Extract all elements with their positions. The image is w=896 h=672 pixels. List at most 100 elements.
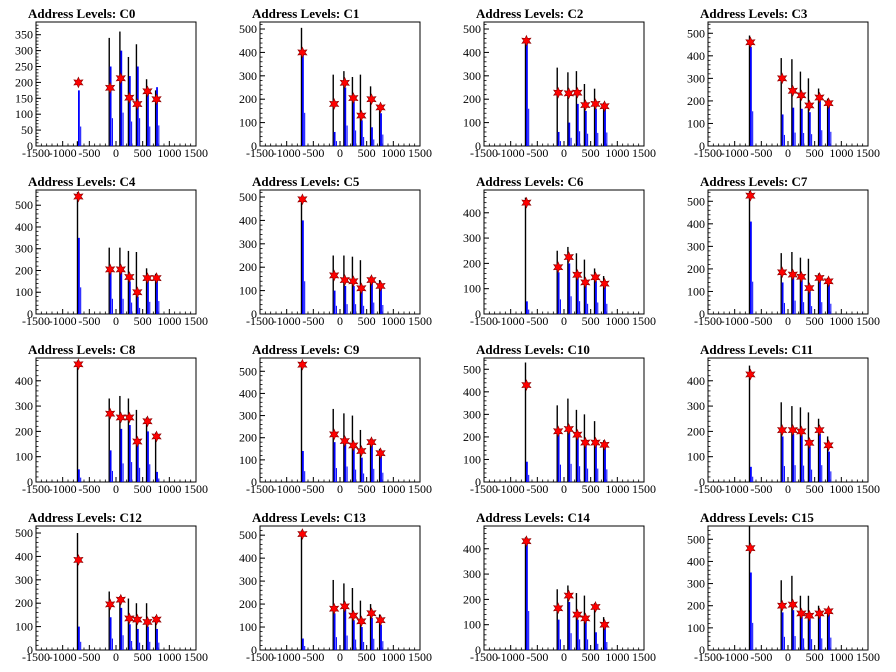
blue-bar [156,471,158,482]
y-tick-label: 200 [463,92,481,106]
x-tick-label: -1500 [694,146,722,160]
peak-marker [804,99,815,112]
x-tick-label: -500 [526,314,548,328]
blue-side-bar [597,468,599,482]
peak-marker [132,98,143,110]
x-tick-label: -500 [750,482,772,496]
x-tick-label: -500 [302,146,324,160]
x-tick-label: 0 [561,146,567,160]
y-tick-label: 100 [463,618,481,632]
blue-side-bar [80,641,82,650]
x-tick-label: 1500 [856,146,880,160]
peak-marker [124,91,135,104]
x-tick-label: 1500 [856,650,880,664]
x-tick-label: 0 [561,314,567,328]
x-tick-label: 1500 [856,482,880,496]
blue-bar [800,616,803,650]
chart-svg: 0 100 200 300 400 -1500-1000 -500 0 500 1000 1500 [15,357,208,496]
blue-bar [344,437,347,482]
peak-marker [297,46,308,59]
x-tick-label: 0 [113,146,119,160]
blue-bar [156,87,158,146]
x-tick-label: -1500 [470,650,498,664]
blue-side-bar [111,638,113,650]
peak-marker [104,81,116,94]
black-bar [748,191,751,314]
y-tick-label: 500 [687,26,705,40]
peak-marker [796,607,807,620]
blue-bar [557,272,560,314]
blue-side-bar [570,296,572,314]
y-tick-label: 0 [475,475,481,489]
chart-panel-c12: 0 100 200 300 400 500 -1500 -1000 -500 0 500 1000 15… [0,504,224,672]
blue-side-bar [597,643,599,650]
black-bar [593,421,596,482]
x-tick-label: -500 [78,314,100,328]
blue-bar [120,428,123,482]
blue-side-bar [131,640,133,650]
blue-side-bar [373,468,375,482]
black-bar [791,252,793,314]
chart-panel-c9: 0 100 200 300 400 500 -1500 -1000 -500 0 500 1000 15… [224,336,448,504]
peak-marker [572,268,583,281]
blue-bar [604,627,606,650]
chart-panel-c3: 0 100 200 300 400 500 -1500 -1000 -500 0 500 1000 15… [672,0,896,168]
y-tick-label: 350 [15,28,33,42]
peak-marker [104,407,116,420]
black-bar [817,418,820,482]
chart-panel-c1: 0 100 200 300 400 500 -1500 -1000 -500 0 500 1000 15… [224,0,448,168]
blue-bar [819,100,821,146]
x-tick-label: 1000 [605,146,629,160]
black-bar [145,79,148,146]
x-tick-label: 1000 [157,146,181,160]
plot-frame [259,357,421,483]
blue-bar [595,632,597,650]
blue-bar [792,275,795,314]
black-bar [602,617,605,650]
x-tick-label: -1000 [49,146,77,160]
peak-marker [814,91,825,104]
peak-marker [124,612,135,625]
black-bar [780,58,782,146]
black-bar [567,585,569,650]
blue-bar [156,277,158,314]
peak-marker [787,424,798,437]
x-tick-label: 1500 [408,146,432,160]
plot-frame [483,189,645,315]
chart-panel-c13: 0 100 200 300 400 500 -1500 -1000 -500 0 500 1000 15… [224,504,448,672]
blue-side-bar [803,132,805,146]
blue-bar [136,441,139,482]
x-tick-label: -1500 [22,314,50,328]
peak-marker [366,436,377,449]
blue-bar [344,285,347,314]
blue-bar [595,281,597,314]
blue-side-bar [528,309,530,314]
blue-side-bar [335,305,337,314]
blue-side-bar [158,125,160,146]
blue-side-bar [355,639,357,650]
black-bar [826,98,829,146]
black-bar [351,76,354,146]
blue-side-bar [304,645,306,650]
peak-marker [339,274,350,287]
blue-side-bar [158,301,160,314]
black-bar [593,268,596,314]
blue-bar [371,127,373,146]
chart-svg: 0 100 200 300 400 500 -1500-1000 -500 0 500 1000 15… [15,189,208,328]
blue-bar [819,433,821,482]
peak-marker [563,423,574,435]
y-tick-label: 200 [687,599,705,613]
chart-svg: 0 100 200 300 400 500 -1500-1000 -500 0 500 1000 15… [463,21,656,160]
black-bar [119,31,121,146]
blue-side-bar [528,108,530,146]
blue-side-bar [158,478,160,482]
blue-bar [128,76,131,146]
y-tick-label: 400 [463,206,481,220]
black-bar [76,533,79,650]
x-tick-label: 1500 [184,482,208,496]
blue-side-bar [528,611,530,650]
peak-marker [823,605,834,618]
blue-side-bar [335,141,337,146]
black-bar [135,603,138,650]
blue-side-bar [794,300,796,314]
